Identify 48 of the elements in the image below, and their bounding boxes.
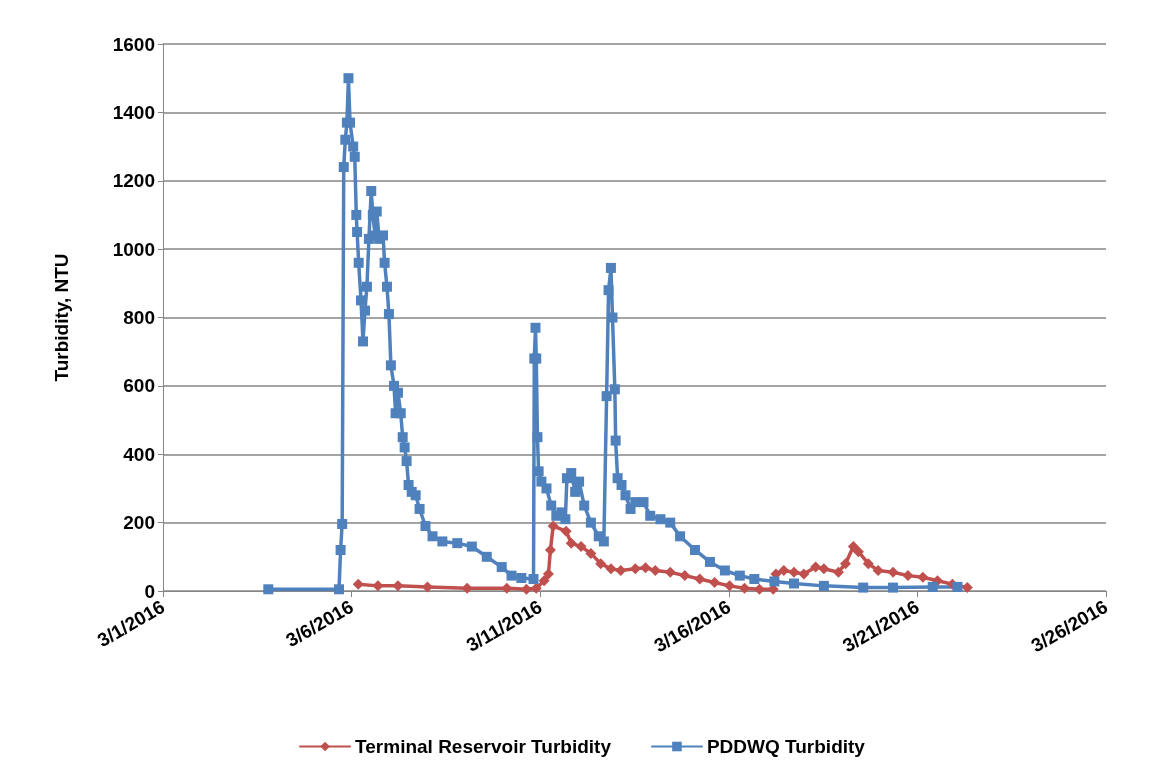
y-tick-label: 0 [144, 580, 155, 602]
y-tick-label: 1200 [112, 170, 155, 192]
point [679, 570, 691, 582]
y-tick-label: 1400 [112, 101, 155, 123]
point [461, 582, 473, 594]
point [798, 568, 810, 580]
y-tick-label: 1600 [112, 33, 155, 55]
point [788, 566, 800, 578]
y-tick-label: 200 [123, 512, 155, 534]
legend-label: Terminal Reservoir Turbidity [355, 736, 612, 757]
point [847, 541, 859, 553]
point [832, 566, 844, 578]
point [810, 561, 822, 573]
point [917, 571, 929, 583]
point [872, 564, 884, 576]
point [352, 578, 364, 590]
point [640, 562, 651, 574]
point [664, 566, 676, 578]
point [595, 558, 607, 570]
point [961, 582, 973, 594]
point [565, 537, 577, 549]
y-tick-label: 1000 [112, 238, 155, 260]
point [840, 558, 851, 570]
point [605, 563, 617, 575]
point [709, 576, 721, 588]
y-tick-label: 800 [123, 307, 155, 328]
point [547, 520, 559, 532]
point [694, 573, 706, 585]
point [862, 558, 874, 570]
point [629, 563, 641, 575]
point [560, 525, 572, 537]
point [538, 575, 550, 587]
y-axis-title: Turbidity, NTU [51, 253, 72, 382]
point [649, 564, 661, 576]
point [585, 547, 597, 559]
point [818, 563, 830, 575]
point [724, 580, 736, 592]
point [615, 564, 627, 576]
point [902, 570, 914, 582]
point [778, 564, 790, 576]
point [575, 541, 587, 553]
y-tick-label: 600 [123, 375, 155, 397]
point [852, 546, 864, 558]
point [887, 566, 899, 578]
point [544, 544, 556, 556]
y-tick-label: 400 [123, 443, 155, 465]
point [542, 568, 554, 580]
legend-label: PDDWQ Turbidity [706, 736, 866, 757]
